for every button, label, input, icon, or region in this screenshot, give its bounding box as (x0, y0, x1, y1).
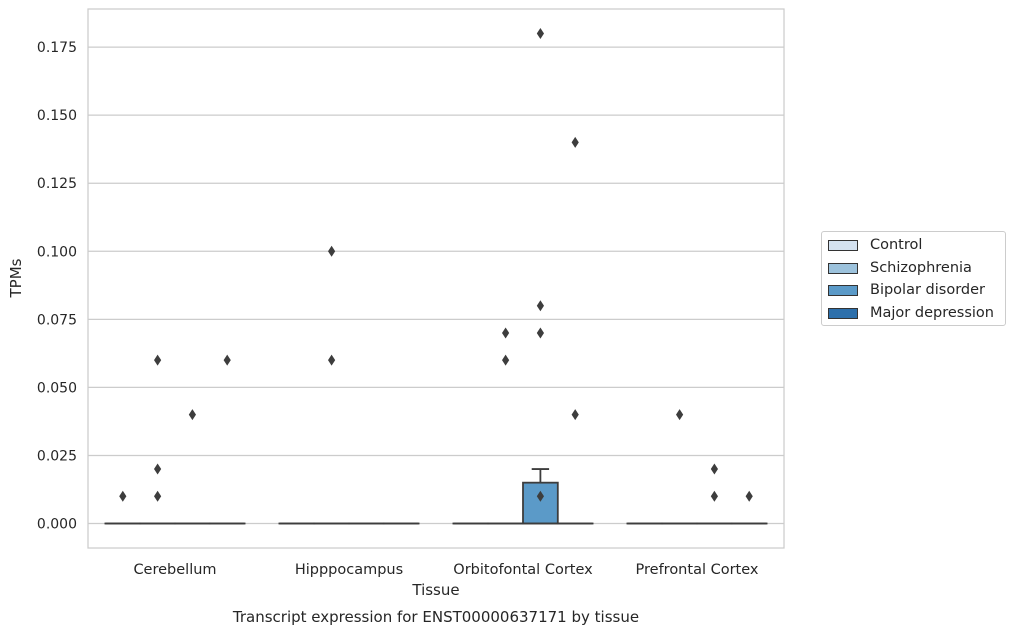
outlier-point (502, 355, 509, 366)
outlier-point (537, 327, 544, 338)
outlier-point (328, 355, 335, 366)
outlier-point (502, 327, 509, 338)
legend-label-control: Control (870, 237, 922, 253)
x-tick-label-orbitofontal-cortex: Orbitofontal Cortex (453, 562, 593, 578)
outlier-point (537, 300, 544, 311)
y-axis-label: TPMs (7, 258, 25, 298)
legend-swatch-bipolar-disorder (828, 285, 858, 296)
outlier-point (572, 137, 579, 148)
outlier-point (676, 409, 683, 420)
x-tick-label-prefrontal-cortex: Prefrontal Cortex (636, 562, 759, 578)
legend-swatch-control (828, 240, 858, 251)
y-tick-label: 0.175 (37, 40, 77, 56)
y-tick-label: 0.150 (37, 108, 77, 124)
legend-label-schizophrenia: Schizophrenia (870, 260, 972, 276)
box-body (523, 483, 558, 524)
outlier-point (328, 246, 335, 257)
outlier-point (711, 464, 718, 475)
x-tick-label-cerebellum: Cerebellum (133, 562, 216, 578)
outlier-point (746, 491, 753, 502)
chart-title: Transcript expression for ENST0000063717… (232, 608, 639, 626)
outlier-point (537, 28, 544, 39)
legend-label-bipolar-disorder: Bipolar disorder (870, 282, 985, 298)
legend-item-control: Control (828, 235, 922, 255)
y-tick-label: 0.100 (37, 244, 77, 260)
outlier-point (154, 491, 161, 502)
x-tick-label-hipppocampus: Hipppocampus (295, 562, 403, 578)
y-tick-label: 0.025 (37, 448, 77, 464)
plot-frame (88, 9, 784, 548)
legend: Control Schizophrenia Bipolar disorder M… (821, 231, 1006, 326)
outlier-point (572, 409, 579, 420)
legend-swatch-schizophrenia (828, 263, 858, 274)
legend-item-bipolar-disorder: Bipolar disorder (828, 280, 985, 300)
outlier-point (154, 355, 161, 366)
y-tick-label: 0.050 (37, 380, 77, 396)
legend-item-schizophrenia: Schizophrenia (828, 258, 972, 278)
outlier-point (119, 491, 126, 502)
outlier-point (711, 491, 718, 502)
y-tick-label: 0.000 (37, 517, 77, 533)
outlier-point (154, 464, 161, 475)
legend-swatch-major-depression (828, 308, 858, 319)
y-tick-label: 0.125 (37, 176, 77, 192)
y-tick-label: 0.075 (37, 312, 77, 328)
legend-item-major-depression: Major depression (828, 303, 994, 323)
x-axis-label: Tissue (411, 581, 459, 599)
legend-label-major-depression: Major depression (870, 305, 994, 321)
outlier-point (224, 355, 231, 366)
outlier-point (189, 409, 196, 420)
